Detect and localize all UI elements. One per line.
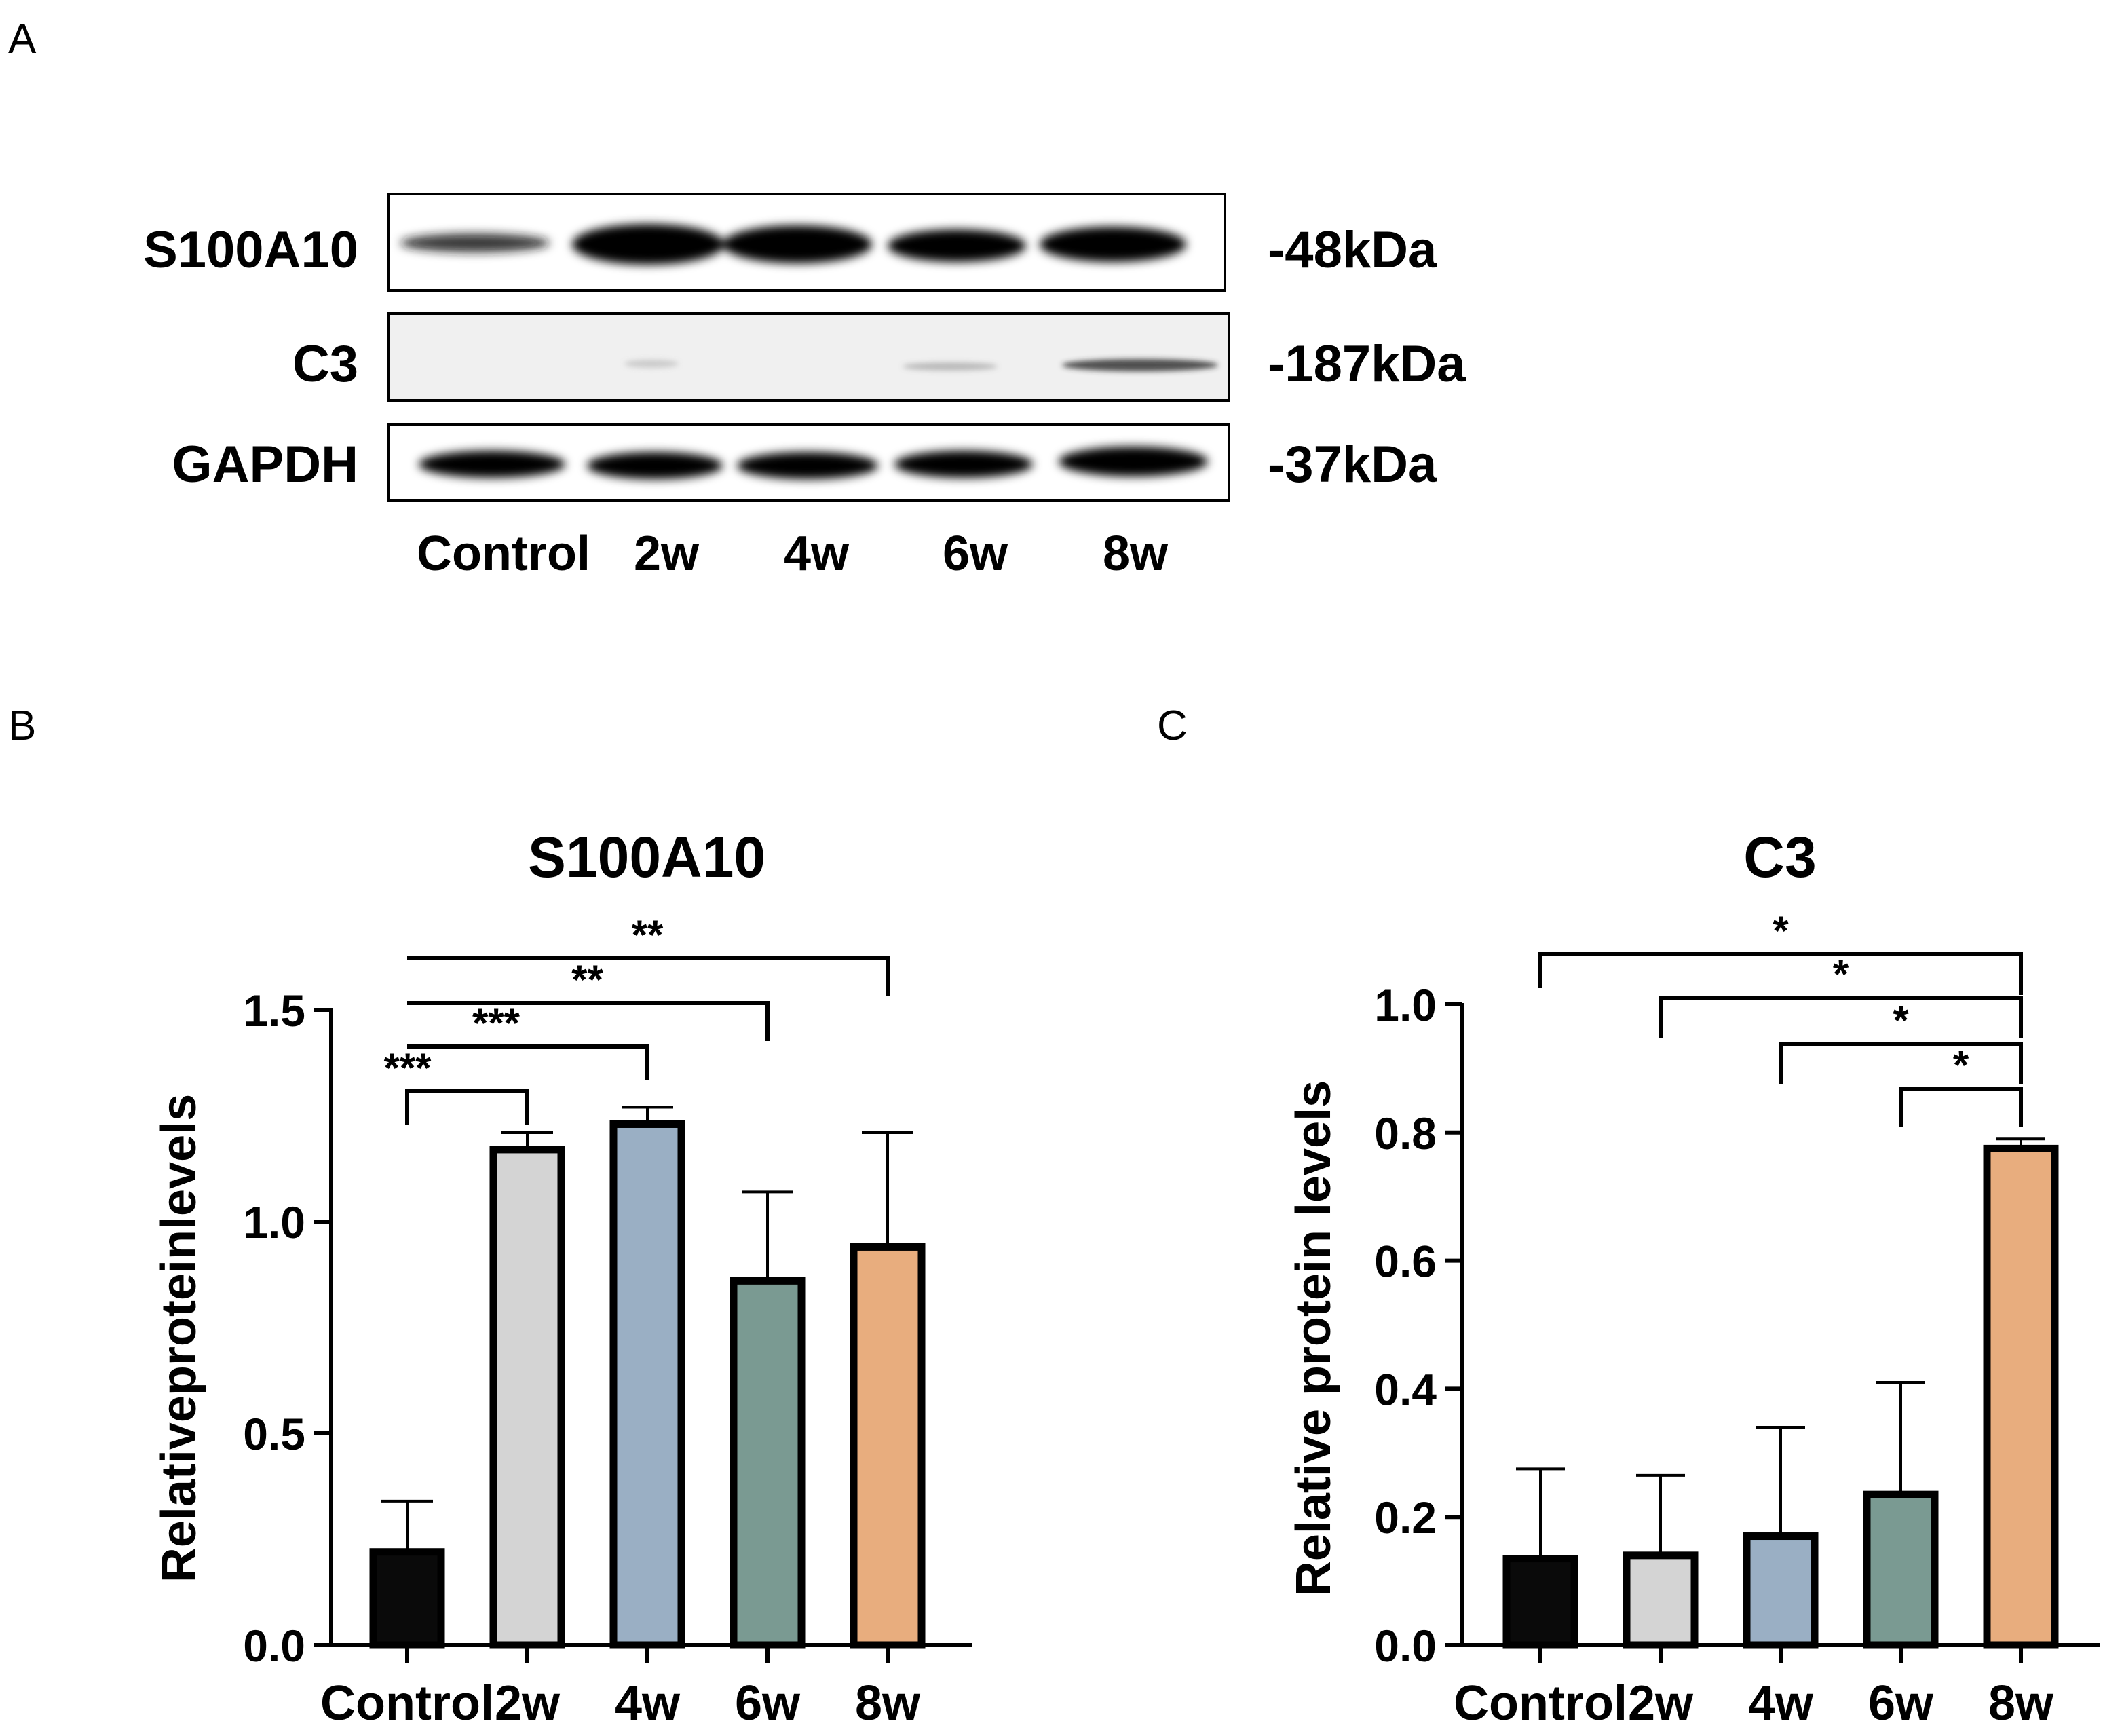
bar-8w xyxy=(1983,1144,2059,1649)
significance-label: ** xyxy=(571,957,603,1002)
band-s100a10-control xyxy=(400,233,550,252)
panel-letter-a: A xyxy=(8,16,37,62)
band-gapdh-4w xyxy=(737,452,878,479)
band-c3-2w xyxy=(624,360,679,368)
y-axis-label: Relative protein levels xyxy=(1287,1080,1341,1596)
x-tick-label: 2w xyxy=(495,1676,561,1731)
x-tick-label: Control xyxy=(1454,1676,1627,1731)
significance-bracket xyxy=(1779,1042,2023,1084)
y-tick-label: 0.0 xyxy=(1374,1621,1437,1671)
plot-area: 0.0 0.2 0.4 0.6 0.8 1.0 Control 2w 4w 6w 8w * * * * xyxy=(1374,908,2100,1731)
blot-label-gapdh: GAPDH xyxy=(172,436,358,493)
blot-label-s100a10: S100A10 xyxy=(143,221,358,279)
blot-strip-c3 xyxy=(387,312,1230,402)
significance-label: *** xyxy=(383,1045,432,1091)
band-gapdh-control xyxy=(419,451,565,478)
significance-bracket xyxy=(407,956,890,996)
y-tick-label: 0.4 xyxy=(1374,1364,1437,1414)
band-gapdh-2w xyxy=(587,452,723,479)
x-tick-label: 6w xyxy=(1868,1676,1934,1731)
blot-bands-c3 xyxy=(624,359,1218,371)
band-gapdh-6w xyxy=(894,451,1033,478)
blot-size-c3: -187kDa xyxy=(1268,335,1466,393)
x-tick-label: 8w xyxy=(1988,1676,2054,1731)
band-s100a10-4w xyxy=(723,225,872,263)
bar-2w xyxy=(1623,1551,1699,1649)
significance-bracket xyxy=(1538,952,2023,995)
band-s100a10-6w xyxy=(888,229,1026,262)
significance-label: * xyxy=(1953,1042,1969,1088)
blot-bands-gapdh xyxy=(419,447,1208,479)
significance-label: * xyxy=(1893,998,1909,1043)
bar-chart-s100a10: S100A10 Relativeproteinlevels 0.0 0.5 1.0 1… xyxy=(152,825,972,1731)
y-tick-label: 1.0 xyxy=(1374,980,1437,1030)
band-c3-8w xyxy=(1062,359,1218,371)
significance-label: * xyxy=(1833,951,1849,997)
band-gapdh-8w xyxy=(1059,447,1208,476)
significance-bracket xyxy=(1899,1087,2023,1127)
y-tick-label: 0.5 xyxy=(243,1409,305,1459)
blot-size-s100a10: -48kDa xyxy=(1268,221,1437,279)
y-tick-label: 1.5 xyxy=(243,985,305,1036)
bar-control xyxy=(1502,1555,1578,1649)
x-tick-label: 8w xyxy=(855,1676,921,1731)
blot-size-gapdh: -37kDa xyxy=(1268,436,1437,493)
bar-6w xyxy=(730,1277,806,1649)
x-tick-label: Control xyxy=(320,1676,494,1731)
bar-chart-c3: C3 Relative protein levels 0.00.20.40.60… xyxy=(1287,825,2100,1731)
y-tick-label: 1.0 xyxy=(243,1197,305,1247)
y-axis-label: Relativeproteinlevels xyxy=(152,1094,206,1583)
blot-bands-s100a10 xyxy=(400,224,1186,265)
significance-bracket xyxy=(407,1001,770,1041)
panel-letter-c: C xyxy=(1157,702,1188,749)
bar-4w xyxy=(1743,1532,1819,1649)
y-tick-label: 0.6 xyxy=(1374,1237,1437,1287)
x-tick-label: 4w xyxy=(615,1676,681,1731)
blot-label-c3: C3 xyxy=(292,335,358,393)
x-tick-label: 6w xyxy=(735,1676,801,1731)
y-tick-label: 0.8 xyxy=(1374,1108,1437,1158)
significance-bracket xyxy=(405,1089,529,1125)
significance-label: * xyxy=(1773,908,1789,954)
y-tick-label: 0.2 xyxy=(1374,1492,1437,1543)
bar-2w xyxy=(489,1146,565,1649)
x-tick-label: 2w xyxy=(1628,1676,1694,1731)
significance-bracket xyxy=(407,1044,649,1080)
band-c3-6w xyxy=(903,362,998,371)
significance-label: ** xyxy=(632,912,664,958)
lane-label-8w: 8w xyxy=(1103,527,1169,581)
bar-6w xyxy=(1863,1490,1939,1649)
significance-label: *** xyxy=(472,1000,520,1046)
chart-title: S100A10 xyxy=(528,825,765,889)
band-s100a10-2w xyxy=(572,224,724,265)
band-s100a10-8w xyxy=(1040,227,1186,262)
significance-bracket xyxy=(1659,996,2023,1038)
lane-label-6w: 6w xyxy=(943,527,1008,581)
panel-letter-b: B xyxy=(8,702,36,749)
bar-8w xyxy=(850,1243,926,1649)
x-tick-label: 4w xyxy=(1748,1676,1814,1731)
lane-label-2w: 2w xyxy=(634,527,700,581)
lane-label-4w: 4w xyxy=(784,527,850,581)
lane-label-control: Control xyxy=(417,527,590,581)
chart-title: C3 xyxy=(1743,825,1816,889)
y-tick-label: 0.0 xyxy=(243,1621,305,1671)
western-blot: S100A10 -48kDa C3 -187kDa GAPDH xyxy=(143,193,1466,581)
bar-control xyxy=(369,1548,445,1649)
bar-4w xyxy=(609,1120,685,1649)
